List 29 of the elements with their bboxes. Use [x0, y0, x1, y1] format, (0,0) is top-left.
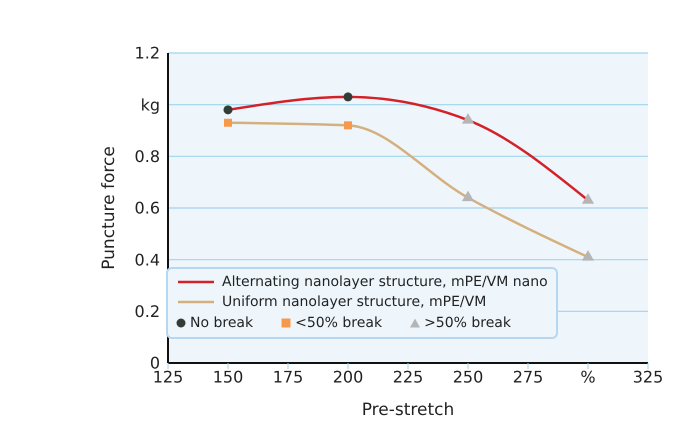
legend-label: Alternating nanolayer structure, mPE/VM nano — [222, 274, 548, 290]
y-tick-label: 0.8 — [134, 147, 160, 166]
legend-label: >50% break — [424, 315, 511, 331]
x-tick-label: % — [580, 367, 596, 386]
point — [462, 190, 474, 202]
y-tick-label: 1.2 — [134, 44, 160, 63]
x-tick-label: 175 — [272, 367, 304, 386]
legend-label: <50% break — [295, 315, 382, 331]
x-axis-title: Pre-stretch — [362, 400, 454, 420]
y-tick-label: 0.4 — [134, 250, 160, 270]
x-tick-label: 225 — [392, 367, 424, 386]
x-tick-label: 150 — [212, 367, 244, 386]
y-axis-title: Puncture force — [99, 146, 120, 270]
point — [223, 105, 233, 114]
y-tick-label: 0.2 — [134, 302, 160, 322]
x-tick-label: 200 — [332, 367, 364, 386]
point — [343, 92, 353, 102]
point — [224, 118, 232, 127]
x-tick-label: 250 — [452, 367, 484, 386]
legend-label: Uniform nanolayer structure, mPE/VM — [222, 294, 486, 310]
x-tick-label: 275 — [512, 367, 544, 386]
point — [462, 113, 474, 124]
x-tick-label: 325 — [632, 367, 664, 386]
legend-label: No break — [190, 315, 254, 331]
point — [344, 121, 352, 130]
point — [582, 250, 594, 261]
y-tick-label: 0.6 — [134, 198, 160, 218]
y-tick-label: kg — [140, 95, 160, 114]
point — [582, 193, 594, 204]
